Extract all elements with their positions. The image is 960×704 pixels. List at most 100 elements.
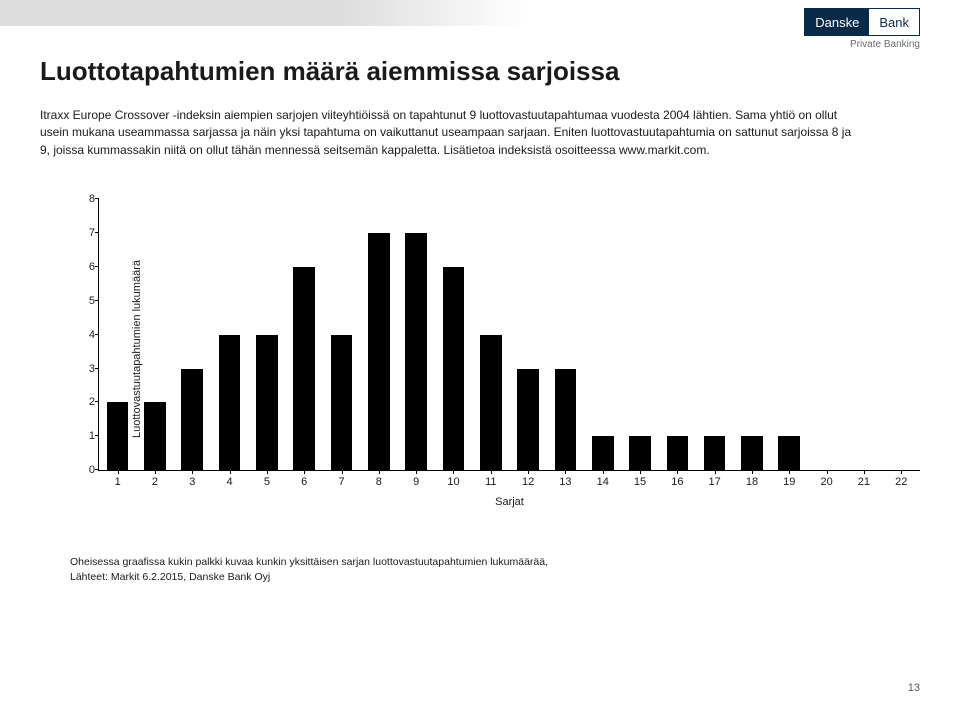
- bar: [443, 267, 465, 470]
- bar: [629, 436, 651, 470]
- x-tick-label: 11: [485, 476, 496, 488]
- x-tick-mark: [267, 470, 268, 474]
- page-title: Luottotapahtumien määrä aiemmissa sarjoi…: [40, 56, 920, 87]
- bar-slot: 15: [621, 199, 658, 470]
- x-tick-label: 12: [522, 476, 534, 488]
- x-tick-label: 21: [858, 476, 870, 488]
- x-tick-mark: [715, 470, 716, 474]
- slide-page: Danske Bank Private Banking Luottotapaht…: [0, 0, 960, 704]
- bar-slot: 2: [136, 199, 173, 470]
- x-tick-mark: [789, 470, 790, 474]
- x-tick-mark: [827, 470, 828, 474]
- bar: [219, 335, 241, 471]
- bar-slot: 20: [808, 199, 845, 470]
- x-tick-mark: [379, 470, 380, 474]
- chart-bars: 12345678910111213141516171819202122: [99, 199, 920, 470]
- body-paragraph: Itraxx Europe Crossover -indeksin aiempi…: [40, 107, 860, 159]
- x-tick-label: 13: [559, 476, 571, 488]
- y-tick-label: 3: [75, 363, 95, 375]
- bar-slot: 19: [771, 199, 808, 470]
- x-tick-label: 1: [115, 476, 121, 488]
- bar: [555, 369, 577, 471]
- x-tick-mark: [416, 470, 417, 474]
- bar-slot: 16: [659, 199, 696, 470]
- x-tick-label: 3: [189, 476, 195, 488]
- y-tick-label: 1: [75, 430, 95, 442]
- x-tick-mark: [304, 470, 305, 474]
- x-tick-label: 18: [746, 476, 758, 488]
- footnote-line-1: Oheisessa graafissa kukin palkki kuvaa k…: [70, 555, 920, 570]
- bar: [181, 369, 203, 471]
- x-tick-label: 6: [301, 476, 307, 488]
- bar: [480, 335, 502, 471]
- x-tick-label: 14: [597, 476, 609, 488]
- y-tick-label: 6: [75, 261, 95, 273]
- x-tick-label: 5: [264, 476, 270, 488]
- x-tick-mark: [118, 470, 119, 474]
- x-axis-label: Sarjat: [495, 496, 524, 508]
- x-tick-mark: [864, 470, 865, 474]
- bar-slot: 21: [845, 199, 882, 470]
- x-tick-mark: [565, 470, 566, 474]
- bar: [592, 436, 614, 470]
- bar: [778, 436, 800, 470]
- bar-slot: 9: [398, 199, 435, 470]
- bar-slot: 17: [696, 199, 733, 470]
- bar-slot: 11: [472, 199, 509, 470]
- bar: [331, 335, 353, 471]
- x-tick-mark: [453, 470, 454, 474]
- y-tick-label: 8: [75, 193, 95, 205]
- x-tick-mark: [342, 470, 343, 474]
- x-tick-label: 20: [820, 476, 832, 488]
- bar-slot: 6: [286, 199, 323, 470]
- bar-slot: 4: [211, 199, 248, 470]
- x-tick-label: 7: [338, 476, 344, 488]
- bar-slot: 1: [99, 199, 136, 470]
- x-tick-mark: [192, 470, 193, 474]
- x-tick-label: 4: [227, 476, 233, 488]
- bar: [107, 402, 129, 470]
- bar: [256, 335, 278, 471]
- bar-slot: 12: [509, 199, 546, 470]
- y-tick-label: 7: [75, 227, 95, 239]
- chart-plot-area: 012345678 123456789101112131415161718192…: [98, 199, 920, 471]
- bar: [704, 436, 726, 470]
- bar-slot: 13: [547, 199, 584, 470]
- bar: [667, 436, 689, 470]
- x-tick-label: 16: [671, 476, 683, 488]
- x-tick-label: 2: [152, 476, 158, 488]
- bar-slot: 10: [435, 199, 472, 470]
- y-tick-label: 2: [75, 396, 95, 408]
- y-tick-label: 4: [75, 329, 95, 341]
- x-tick-mark: [603, 470, 604, 474]
- bar-slot: 22: [883, 199, 920, 470]
- x-tick-label: 9: [413, 476, 419, 488]
- x-tick-mark: [640, 470, 641, 474]
- bar: [368, 233, 390, 470]
- bar-slot: 5: [248, 199, 285, 470]
- bar-slot: 8: [360, 199, 397, 470]
- bar: [741, 436, 763, 470]
- x-tick-label: 19: [783, 476, 795, 488]
- x-tick-mark: [677, 470, 678, 474]
- x-tick-label: 8: [376, 476, 382, 488]
- bar-chart: Luottovastuutapahtumien lukumäärä 012345…: [70, 199, 920, 499]
- bar: [517, 369, 539, 471]
- page-number: 13: [908, 682, 920, 694]
- footnote-line-2: Lähteet: Markit 6.2.2015, Danske Bank Oy…: [70, 570, 920, 585]
- chart-footnote: Oheisessa graafissa kukin palkki kuvaa k…: [70, 555, 920, 584]
- bar-slot: 3: [174, 199, 211, 470]
- danske-bank-logo: Danske Bank: [804, 8, 920, 36]
- x-tick-mark: [491, 470, 492, 474]
- x-tick-mark: [901, 470, 902, 474]
- bar: [405, 233, 427, 470]
- bar-slot: 7: [323, 199, 360, 470]
- logo-right-text: Bank: [869, 9, 919, 35]
- bar-slot: 14: [584, 199, 621, 470]
- subbrand-text: Private Banking: [804, 39, 920, 50]
- bar: [293, 267, 315, 470]
- bar-slot: 18: [733, 199, 770, 470]
- x-tick-label: 15: [634, 476, 646, 488]
- y-tick-label: 5: [75, 295, 95, 307]
- x-tick-label: 17: [709, 476, 721, 488]
